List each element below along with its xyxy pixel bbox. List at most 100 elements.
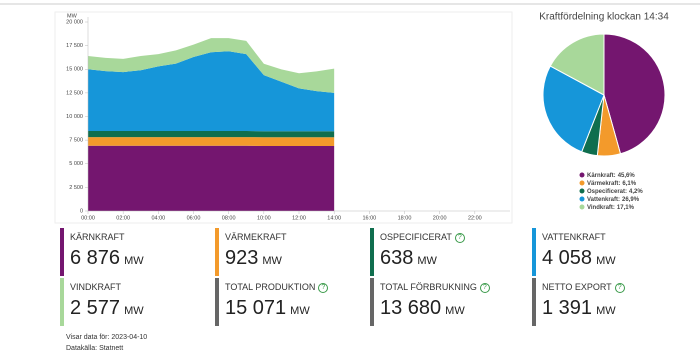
legend-entry: Värmekraft: 6,1% (587, 181, 637, 187)
legend-swatch (579, 172, 585, 178)
card-label: TOTAL PRODUKTION (225, 282, 316, 292)
stat-card: VÄRMEKRAFT 923 MW (215, 228, 365, 278)
card-label-row: NETTO EXPORT? (542, 282, 625, 293)
card-unit: MW (445, 305, 465, 317)
info-icon[interactable]: ? (479, 283, 490, 293)
card-label: VÄRMEKRAFT (225, 232, 287, 242)
card-value: 1 391 (542, 297, 593, 319)
card-color-bar (215, 228, 219, 276)
legend-value: 26,9% (622, 197, 640, 203)
area (88, 51, 335, 132)
x-tick-label: 14:00 (327, 215, 341, 221)
legend-swatch (579, 188, 585, 194)
card-value: 6 876 (70, 247, 121, 269)
card-label-row: OSPECIFICERAT? (380, 232, 465, 243)
stat-card: OSPECIFICERAT? 638 MW (370, 228, 520, 278)
card-label: KÄRNKRAFT (70, 232, 125, 242)
card-unit: MW (596, 255, 616, 267)
stat-card: NETTO EXPORT? 1 391 MW (532, 278, 682, 328)
card-color-bar (370, 278, 374, 326)
pie-slice (603, 33, 666, 155)
x-tick-label: 22:00 (468, 215, 482, 221)
footer-source: Datakälla: Statnett (66, 345, 124, 352)
card-unit: MW (124, 305, 144, 317)
card-value-row: 15 071 MW (225, 297, 310, 320)
card-value: 4 058 (542, 247, 593, 269)
card-value: 13 680 (380, 297, 442, 319)
legend-value: 17,1% (617, 205, 635, 211)
legend-name: Ospecificerat: (587, 189, 627, 195)
card-value-row: 638 MW (380, 247, 437, 270)
info-icon[interactable]: ? (614, 283, 625, 293)
legend-name: Kärnkraft: (587, 173, 616, 179)
info-icon[interactable]: ? (454, 233, 465, 243)
card-color-bar (215, 278, 219, 326)
x-tick-label: 06:00 (187, 215, 201, 221)
area (88, 131, 335, 138)
card-color-bar (370, 228, 374, 276)
legend-name: Vattenkraft: (587, 197, 620, 203)
card-unit: MW (124, 255, 144, 267)
chart-frame (54, 11, 513, 224)
y-tick-label: 7 500 (69, 138, 83, 144)
x-tick-label: 12:00 (292, 215, 306, 221)
legend-swatch (579, 196, 585, 202)
y-tick-label: 15 000 (66, 67, 83, 73)
footer-date: Visar data för: 2023-04-10 (66, 334, 148, 341)
legend-name: Vindkraft: (587, 205, 615, 211)
card-value-row: 6 876 MW (70, 247, 144, 270)
card-label: VATTENKRAFT (542, 232, 606, 242)
area (88, 38, 335, 93)
x-tick-label: 16:00 (362, 215, 376, 221)
card-label-row: VÄRMEKRAFT (225, 232, 287, 242)
card-label: VINDKRAFT (70, 282, 122, 292)
legend-entry: Vindkraft: 17,1% (587, 205, 635, 211)
stat-card: TOTAL PRODUKTION? 15 071 MW (215, 278, 365, 328)
stat-card: VATTENKRAFT 4 058 MW (532, 228, 682, 278)
card-value: 2 577 (70, 297, 121, 319)
legend-value: 4,2% (629, 189, 643, 195)
legend-swatch (579, 180, 585, 186)
card-unit: MW (596, 305, 616, 317)
y-tick-label: 10 000 (66, 114, 83, 120)
card-value: 15 071 (225, 297, 287, 319)
card-label-row: KÄRNKRAFT (70, 232, 125, 242)
y-tick-label: 2 500 (69, 185, 83, 191)
card-value: 923 (225, 247, 259, 269)
card-color-bar (60, 278, 64, 326)
y-tick-label: 17 500 (66, 43, 83, 49)
pie-slice (549, 33, 605, 96)
x-tick-label: 10:00 (257, 215, 271, 221)
card-label: TOTAL FÖRBRUKNING (380, 282, 477, 292)
info-icon[interactable]: ? (318, 283, 329, 293)
card-unit: MW (262, 255, 282, 267)
legend-value: 6,1% (622, 181, 636, 187)
card-color-bar (532, 278, 536, 326)
card-label: OSPECIFICERAT (380, 232, 452, 242)
x-tick-label: 04:00 (151, 215, 165, 221)
x-tick-label: 20:00 (433, 215, 447, 221)
card-value-row: 2 577 MW (70, 297, 144, 320)
card-value: 638 (380, 247, 414, 269)
legend-entry: Kärnkraft: 45,6% (587, 173, 635, 179)
y-tick-label: 12 500 (66, 90, 83, 96)
y-tick-label: 5 000 (69, 161, 83, 167)
area (88, 137, 335, 147)
y-tick-label: 0 (80, 208, 83, 214)
card-value-row: 1 391 MW (542, 297, 616, 320)
card-unit: MW (417, 255, 437, 267)
card-value-row: 4 058 MW (542, 247, 616, 270)
card-color-bar (60, 228, 64, 276)
legend-value: 45,6% (618, 173, 636, 179)
stat-card: TOTAL FÖRBRUKNING? 13 680 MW (370, 278, 520, 328)
legend-swatch (579, 204, 585, 210)
legend-entry: Ospecificerat: 4,2% (587, 189, 643, 195)
card-value-row: 13 680 MW (380, 297, 465, 320)
card-value-row: 923 MW (225, 247, 282, 270)
card-label-row: TOTAL PRODUKTION? (225, 282, 329, 293)
stat-card: VINDKRAFT 2 577 MW (60, 278, 210, 328)
card-unit: MW (290, 305, 310, 317)
card-label-row: VINDKRAFT (70, 282, 121, 292)
